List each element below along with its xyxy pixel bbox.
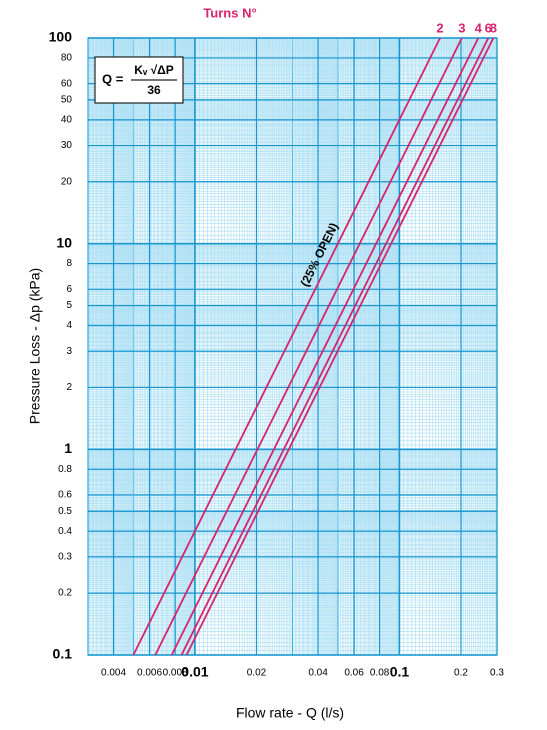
chart-title: Turns N° (203, 5, 256, 20)
grid (87, 37, 498, 656)
y-tick-label: 10 (56, 234, 72, 250)
y-tick-label: 0.6 (58, 490, 72, 501)
x-tick-label: 0.08 (370, 668, 390, 679)
y-tick-label: 30 (61, 140, 73, 151)
x-tick-label: 0.2 (454, 668, 468, 679)
x-tick-label: 0.006 (137, 668, 162, 679)
y-tick-label: 3 (66, 346, 72, 357)
formula-numerator: Kᵥ √ΔP (134, 63, 174, 77)
x-tick-label: 0.1 (390, 664, 410, 680)
formula-denominator: 36 (147, 83, 161, 97)
y-tick-label: 4 (66, 320, 72, 331)
y-tick-label: 60 (61, 78, 73, 89)
y-tick-label: 0.8 (58, 464, 72, 475)
legend-label: 6 (485, 20, 492, 35)
plot (132, 37, 495, 656)
y-tick-label: 0.1 (53, 646, 73, 662)
x-tick-label: 0.004 (101, 668, 126, 679)
turn-line (132, 37, 441, 656)
y-tick-label: 0.4 (58, 526, 72, 537)
x-tick-label: 0.04 (308, 668, 328, 679)
y-tick-label: 40 (61, 114, 73, 125)
y-axis-label: Pressure Loss - Δp (kPa) (27, 268, 43, 424)
x-tick-label: 0.3 (490, 668, 504, 679)
y-tick-label: 6 (66, 284, 72, 295)
y-tick-label: 100 (49, 29, 73, 45)
formula-box: Q = Kᵥ √ΔP 36 (94, 56, 184, 104)
x-tick-label: 0.008 (163, 668, 188, 679)
y-tick-label: 80 (61, 53, 73, 64)
y-tick-label: 0.3 (58, 552, 72, 563)
y-tick-label: 8 (66, 258, 72, 269)
y-tick-label: 2 (66, 382, 72, 393)
legend-label: 4 (475, 20, 483, 35)
legend-label: 8 (490, 20, 497, 35)
formula-lhs: Q = (102, 71, 124, 86)
y-tick-label: 20 (61, 176, 73, 187)
turn-line (154, 37, 463, 656)
turn-line (185, 37, 495, 656)
y-tick-label: 5 (66, 300, 72, 311)
y-tick-label: 1 (64, 440, 72, 456)
legend-label: 3 (458, 20, 465, 35)
x-axis-label: Flow rate - Q (l/s) (236, 705, 344, 721)
y-tick-label: 0.5 (58, 506, 72, 517)
x-tick-label: 0.01 (181, 664, 208, 680)
x-tick-label: 0.06 (344, 668, 364, 679)
legend-label: 2 (436, 20, 443, 35)
x-tick-label: 0.02 (247, 668, 267, 679)
turn-line (170, 37, 480, 656)
y-tick-label: 50 (61, 95, 73, 106)
y-tick-label: 0.2 (58, 588, 72, 599)
turn-line (180, 37, 490, 656)
